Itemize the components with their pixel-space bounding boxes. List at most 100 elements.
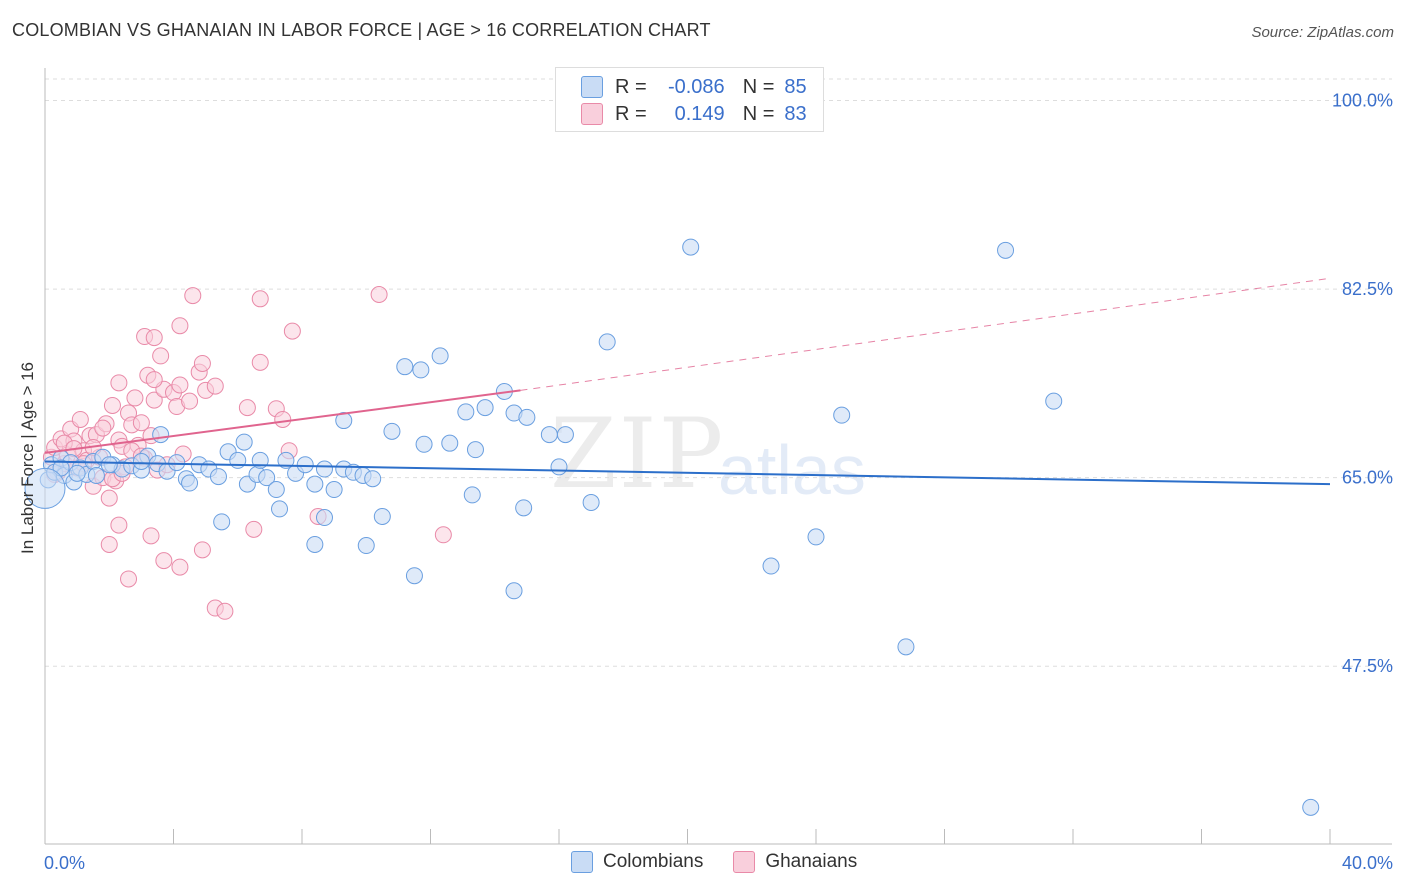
legend-r-label: R = (615, 75, 647, 98)
colombian-point (518, 408, 536, 426)
tick-labels: 47.5% 65.0% 82.5% 100.0% 0.0% 40.0% (44, 91, 1393, 873)
ghanaian-point (110, 516, 128, 534)
x-tick-label: 0.0% (44, 853, 85, 873)
ghanaian-point (274, 410, 292, 428)
colombian-point (277, 451, 295, 469)
colombian-point (68, 464, 86, 482)
legend-n-value: 83 (784, 102, 807, 125)
colombian-point (315, 460, 333, 478)
bottom-legend: Colombians Ghanaians (571, 851, 887, 873)
ghanaian-point (171, 376, 189, 394)
ghanaian-point (171, 558, 189, 576)
colombian-point (213, 513, 231, 531)
colombian-point (997, 241, 1015, 259)
colombian-point (335, 412, 353, 430)
colombian-point (598, 333, 616, 351)
colombian-point (540, 426, 558, 444)
colombians-swatch (571, 851, 593, 873)
ghanaian-point (283, 322, 301, 340)
colombian-point (229, 451, 247, 469)
ghanaian-point (145, 391, 163, 409)
ghanaian-point (206, 377, 224, 395)
ghanaian-point (132, 414, 150, 432)
ghanaian-point (216, 602, 234, 620)
legend-n-label: N = (742, 75, 775, 98)
colombian-point (505, 582, 523, 600)
colombian-point (132, 453, 150, 470)
watermark-atlas: atlas (718, 431, 866, 509)
ghanaian-point (245, 520, 263, 538)
ghanaian-point (251, 353, 269, 371)
ghanaians-swatch (733, 851, 756, 873)
colombian-point (476, 399, 494, 417)
ghanaian-point (145, 371, 163, 389)
colombian-point (181, 474, 199, 492)
ghanaians-swatch (581, 103, 603, 125)
ghanaian-point (184, 287, 202, 305)
colombian-point (682, 238, 700, 256)
colombian-point (582, 493, 600, 511)
colombian-point (415, 435, 433, 453)
y-axis-label: In Labor Force | Age > 16 (18, 361, 37, 555)
ghanaian-point (193, 541, 211, 559)
ghanaian-point (155, 552, 173, 570)
grid-lines (45, 78, 1392, 667)
y-tick-label: 65.0% (1342, 468, 1393, 488)
colombian-point (364, 470, 382, 488)
colombian-point (87, 467, 105, 485)
colombian-point (466, 441, 484, 459)
y-tick-label: 47.5% (1342, 656, 1393, 676)
colombian-point (457, 403, 475, 421)
bottom-legend-colombians: Colombians (571, 851, 703, 873)
colombian-point (357, 537, 375, 555)
colombians-swatch (581, 76, 603, 98)
source-label: Source: ZipAtlas.com (1251, 24, 1394, 41)
colombian-point (296, 456, 314, 474)
x-tick-label: 40.0% (1342, 853, 1393, 873)
colombian-point (209, 468, 227, 486)
ghanaian-point (181, 392, 199, 410)
ghanaians-trend-extension (520, 277, 1331, 391)
colombian-point (405, 567, 423, 585)
ghanaian-point (171, 317, 189, 335)
y-tick-label: 100.0% (1332, 91, 1393, 111)
legend-n-label: N = (742, 102, 775, 125)
bottom-legend-ghanaians: Ghanaians (733, 851, 857, 873)
colombian-point (271, 500, 289, 518)
colombian-point (463, 486, 481, 504)
bottom-legend-ghanaians-label: Ghanaians (765, 851, 858, 872)
ghanaian-point (370, 285, 388, 303)
legend-row-colombians: R = -0.086 N = 85 (581, 73, 807, 101)
colombian-point (373, 507, 391, 525)
ghanaian-point (142, 527, 160, 545)
colombian-cluster-point (24, 467, 66, 509)
colombian-point (306, 535, 324, 553)
colombian-point (168, 454, 186, 472)
colombian-point (152, 426, 170, 444)
colombians-points (24, 238, 1320, 816)
colombian-point (100, 456, 118, 474)
colombian-point (762, 557, 780, 575)
colombian-point (258, 469, 276, 487)
ghanaian-point (145, 329, 163, 347)
axes (44, 68, 1392, 845)
colombian-point (325, 481, 343, 499)
chart-title: COLOMBIAN VS GHANAIAN IN LABOR FORCE | A… (12, 20, 711, 40)
colombian-point (833, 406, 851, 424)
ghanaian-point (71, 410, 89, 428)
ghanaians-trend-line (44, 389, 521, 454)
ghanaian-point (434, 526, 452, 544)
legend-n-value: 85 (784, 75, 807, 98)
colombian-point (383, 422, 401, 440)
colombian-point (550, 458, 568, 476)
y-tick-label: 82.5% (1342, 279, 1393, 299)
trend-lines (44, 277, 1331, 486)
colombian-point (235, 433, 253, 451)
colombian-point (1045, 392, 1063, 410)
colombian-point (315, 509, 333, 527)
ghanaian-point (94, 419, 112, 437)
ghanaian-point (100, 489, 118, 507)
ghanaian-point (100, 535, 118, 553)
colombian-point (897, 638, 915, 656)
